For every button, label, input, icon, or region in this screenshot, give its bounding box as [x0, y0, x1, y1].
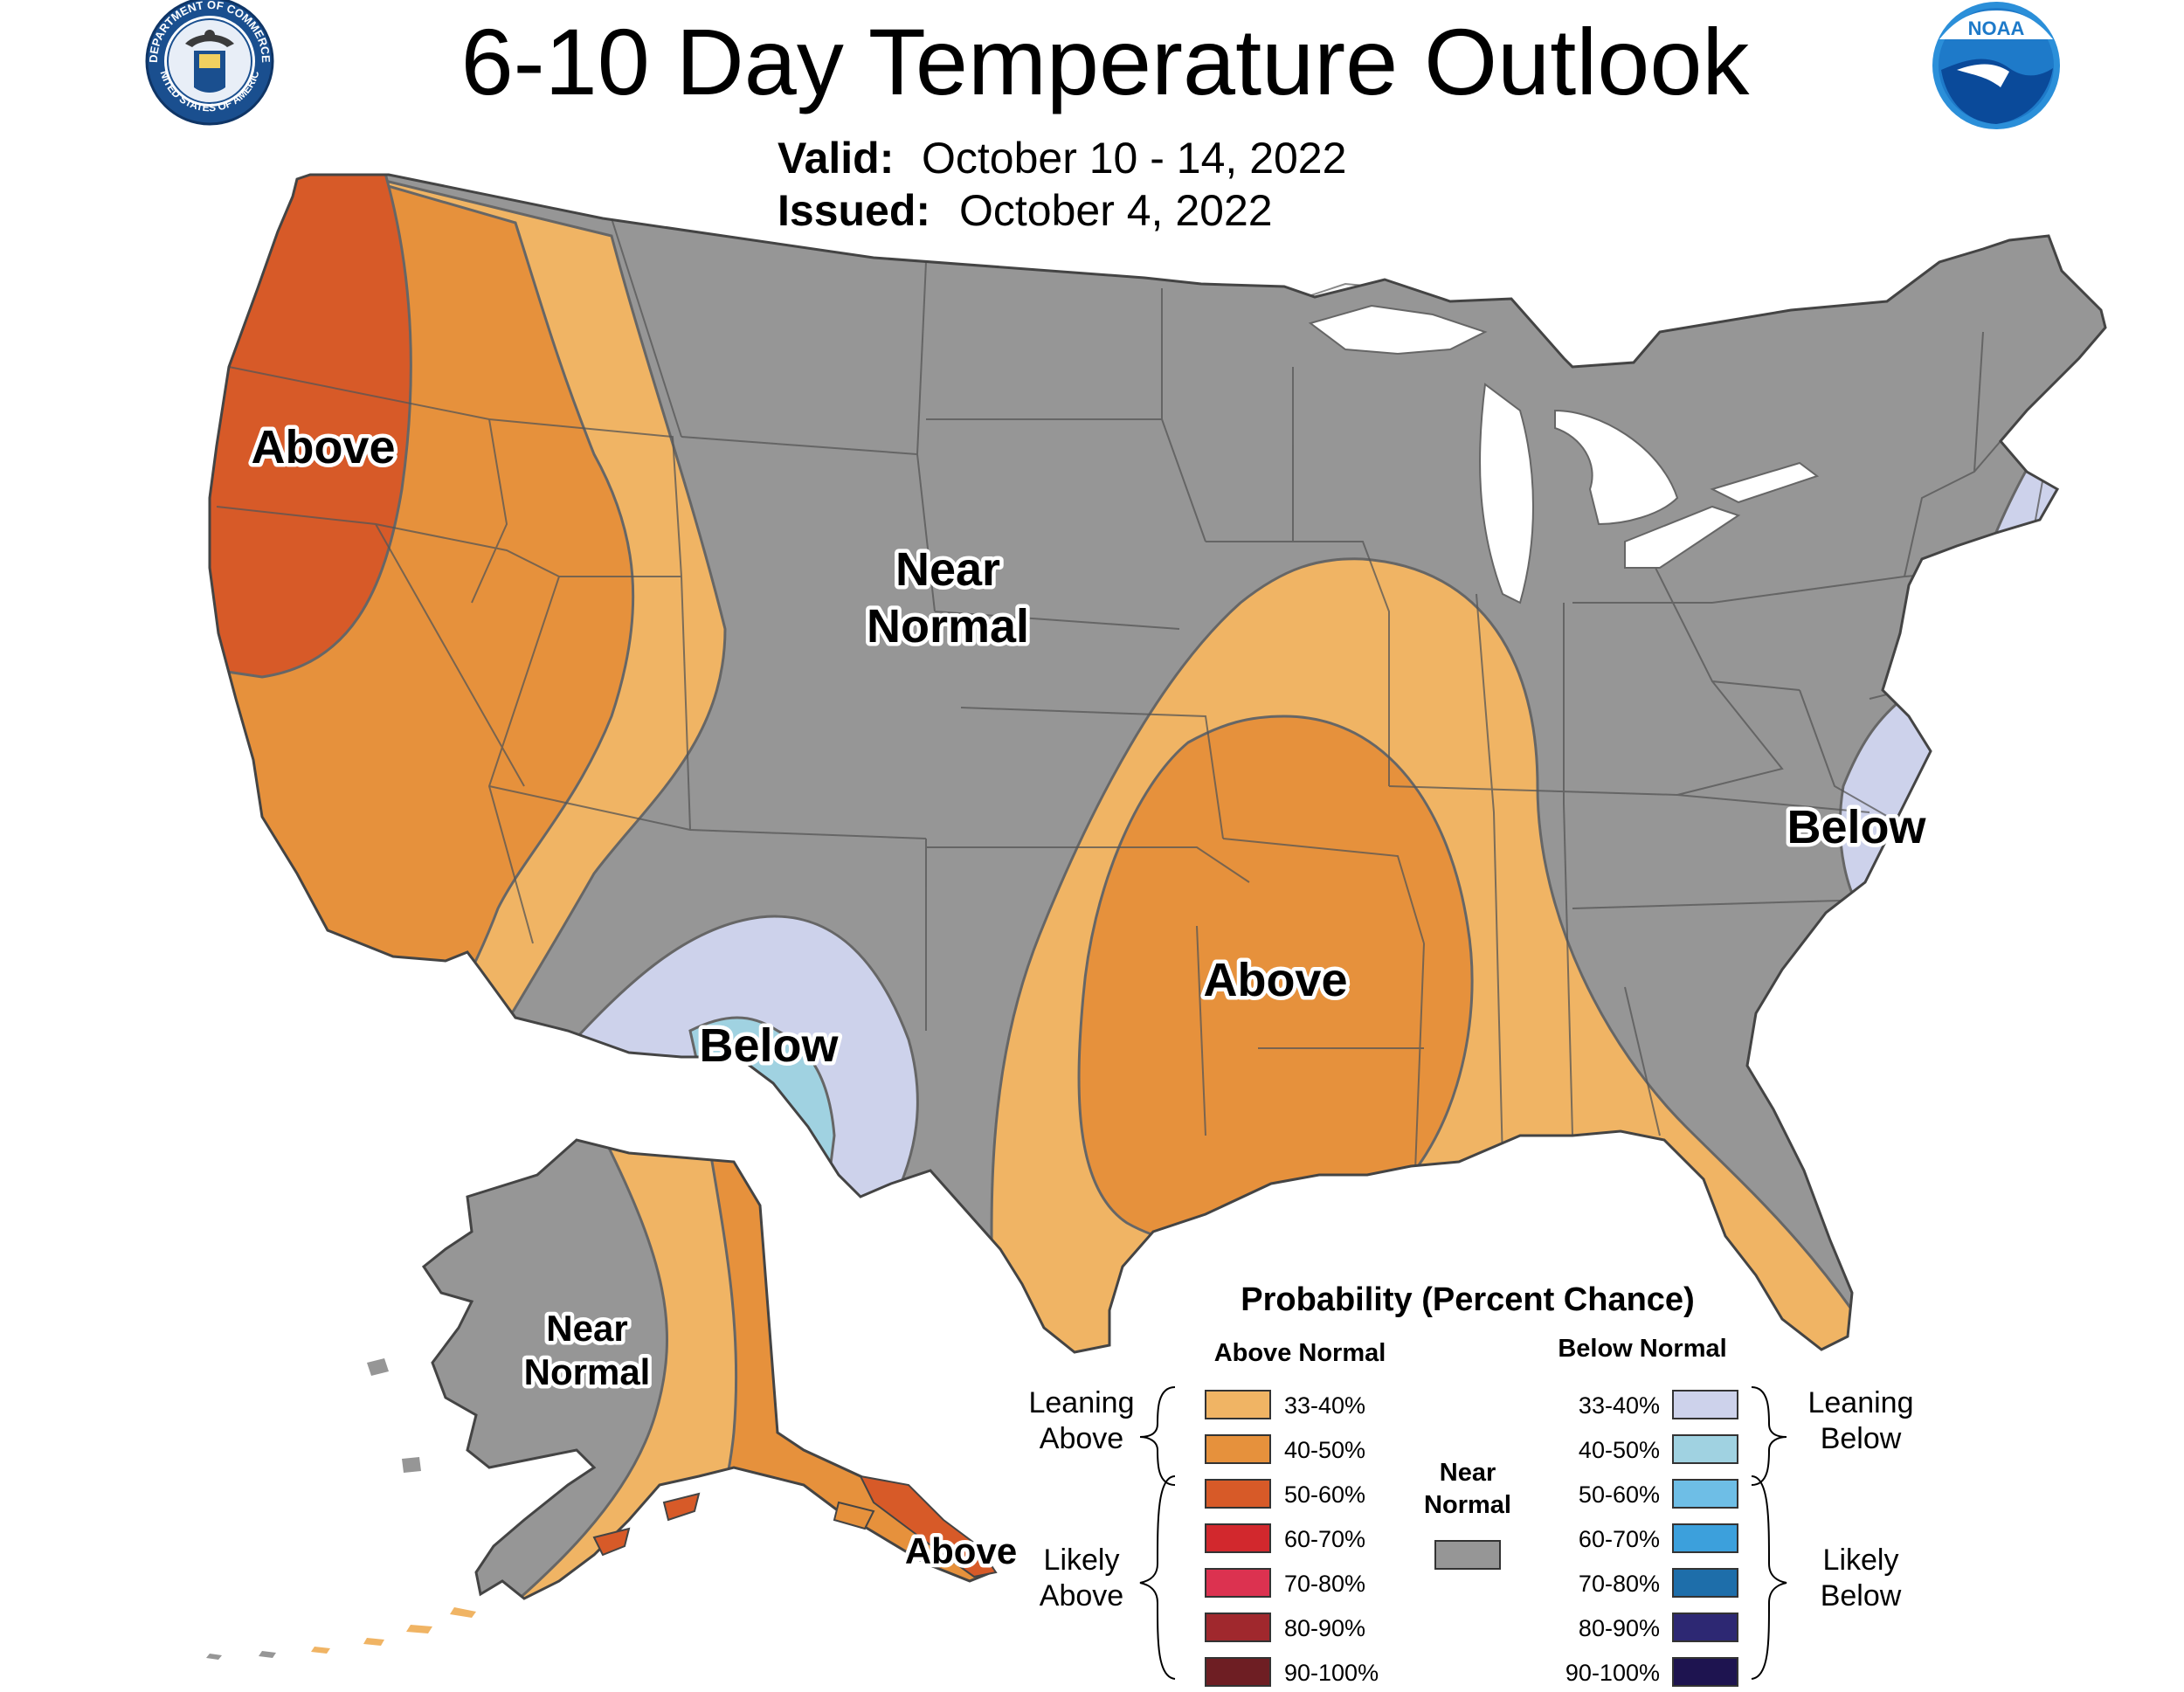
legend-title: Probability (Percent Chance): [1241, 1281, 1694, 1318]
legend-above-swatches: 33-40% 40-50% 50-60% 60-70% 70-80% 80-90% 90-1…: [1205, 1390, 1379, 1687]
noaa-logo-text: NOAA: [1968, 17, 2025, 39]
contiguous-us: [208, 173, 2107, 1354]
page-title: 6-10 Day Temperature Outlook: [461, 9, 1751, 114]
label-below-southwest: Below: [699, 1019, 839, 1072]
legend-near-normal-line1: Near: [1440, 1459, 1496, 1487]
legend-below-swatch-1: [1672, 1434, 1738, 1464]
lake-erie: [1624, 505, 1741, 569]
legend-likely-below-line1: Likely: [1823, 1544, 1899, 1577]
label-alaska-above: Above: [905, 1530, 1017, 1571]
noaa-logo-icon: NOAA: [1932, 2, 2060, 129]
legend-braces: [1139, 1386, 1787, 1680]
label-below-mid-atlantic: Below: [1787, 801, 1926, 853]
legend: Probability (Percent Chance) Above Norma…: [1028, 1281, 1914, 1687]
alaska-panhandle: [592, 1474, 998, 1578]
label-near-normal-plains-line2: Normal: [867, 600, 1029, 653]
lake-ontario: [1710, 461, 1820, 504]
issued-label: Issued:: [778, 186, 930, 235]
state-boundaries: [216, 218, 2045, 1171]
legend-above-label-6: 90-100%: [1284, 1660, 1379, 1686]
legend-below-swatch-2: [1672, 1479, 1738, 1509]
legend-near-normal-swatch: [1434, 1540, 1501, 1570]
lake-michigan: [1479, 383, 1534, 604]
label-alaska-near-line1: Near: [546, 1308, 627, 1349]
legend-below-swatch-4: [1672, 1568, 1738, 1598]
legend-above-swatch-0: [1205, 1390, 1271, 1419]
issued-value: October 4, 2022: [959, 186, 1273, 235]
legend-below-label-5: 80-90%: [1579, 1615, 1660, 1641]
legend-above-label-2: 50-60%: [1284, 1481, 1365, 1508]
legend-below-label-2: 50-60%: [1579, 1481, 1660, 1508]
legend-below-swatch-3: [1672, 1523, 1738, 1553]
legend-below-swatch-0: [1672, 1390, 1738, 1419]
valid-value: October 10 - 14, 2022: [922, 134, 1346, 183]
legend-leaning-below-line2: Below: [1821, 1422, 1902, 1455]
alaska: [206, 1138, 998, 1660]
legend-above-label-5: 80-90%: [1284, 1615, 1365, 1641]
department-of-commerce-seal-icon: DEPARTMENT OF COMMERCE UNITED STATES OF …: [0, 0, 274, 126]
legend-above-swatch-5: [1205, 1613, 1271, 1642]
alaska-outline: [421, 1138, 995, 1600]
label-above-south-central: Above: [1203, 954, 1347, 1006]
legend-above-swatch-2: [1205, 1479, 1271, 1509]
legend-below-swatch-5: [1672, 1613, 1738, 1642]
legend-below-label-6: 90-100%: [1565, 1660, 1660, 1686]
label-above-west: Above: [251, 421, 395, 473]
legend-above-swatch-4: [1205, 1568, 1271, 1598]
legend-above-header: Above Normal: [1214, 1339, 1386, 1367]
legend-below-label-4: 70-80%: [1579, 1571, 1660, 1597]
legend-likely-below-line2: Below: [1821, 1579, 1902, 1613]
legend-leaning-above-line1: Leaning: [1028, 1386, 1134, 1419]
legend-above-swatch-6: [1205, 1657, 1271, 1687]
legend-above-swatch-1: [1205, 1434, 1271, 1464]
lake-huron: [1554, 409, 1679, 526]
legend-likely-above-line1: Likely: [1044, 1544, 1120, 1577]
legend-above-label-3: 60-70%: [1284, 1526, 1365, 1552]
legend-below-header: Below Normal: [1558, 1335, 1726, 1363]
legend-above-label-4: 70-80%: [1284, 1571, 1365, 1597]
legend-likely-above-line2: Above: [1040, 1579, 1123, 1613]
legend-below-label-3: 60-70%: [1579, 1526, 1660, 1552]
conus-outline: [208, 173, 2107, 1354]
legend-below-swatch-6: [1672, 1657, 1738, 1687]
lake-superior: [1308, 304, 1488, 356]
legend-below-label-0: 33-40%: [1579, 1392, 1660, 1419]
legend-below-swatches: 33-40% 40-50% 50-60% 60-70% 70-80% 80-90% 90-1…: [1565, 1390, 1738, 1687]
legend-leaning-above-line2: Above: [1040, 1422, 1123, 1455]
valid-label: Valid:: [778, 134, 894, 183]
aleutian-islands: [206, 1358, 476, 1660]
label-near-normal-plains-line1: Near: [895, 543, 1000, 596]
legend-below-label-1: 40-50%: [1579, 1437, 1660, 1463]
legend-leaning-below-line1: Leaning: [1807, 1386, 1913, 1419]
legend-above-swatch-3: [1205, 1523, 1271, 1553]
legend-above-label-0: 33-40%: [1284, 1392, 1365, 1419]
legend-above-label-1: 40-50%: [1284, 1437, 1365, 1463]
region-labels: Above Near Normal Below Above Below Near…: [247, 418, 1931, 1576]
legend-near-normal-line2: Normal: [1424, 1491, 1511, 1519]
label-alaska-near-line2: Normal: [524, 1351, 651, 1392]
